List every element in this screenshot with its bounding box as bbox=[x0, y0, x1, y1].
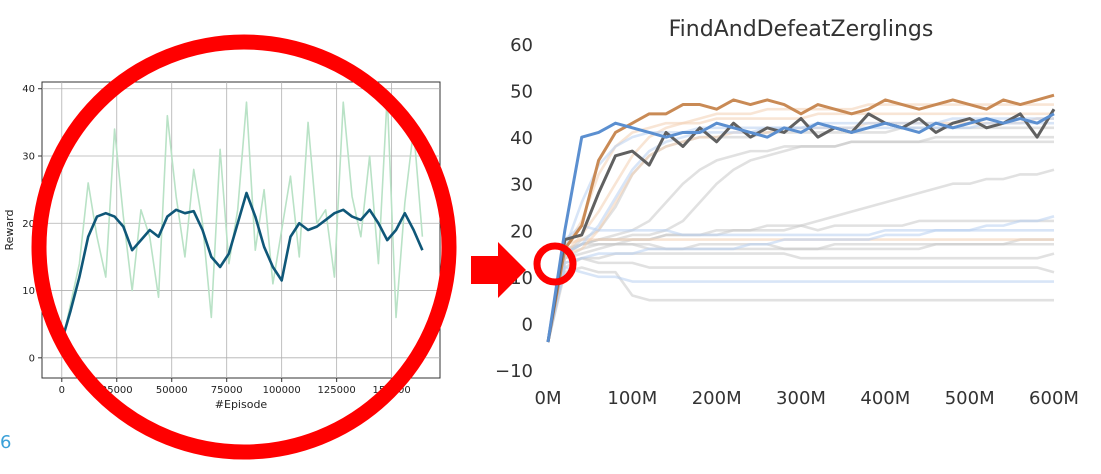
right-faint-run-line bbox=[546, 238, 1054, 343]
right-x-tick-label: 500M bbox=[945, 388, 995, 409]
left-x-tick-label: 0 bbox=[59, 385, 65, 396]
right-x-tick-label: 0M bbox=[535, 388, 562, 409]
right-faint-run-line bbox=[546, 238, 1054, 343]
left-y-tick-label: 40 bbox=[22, 84, 35, 95]
right-faint-series bbox=[546, 103, 1055, 343]
right-faint-run-line bbox=[546, 242, 1054, 343]
right-highlight-run-line bbox=[546, 108, 1056, 343]
left-x-axis-label: #Episode bbox=[215, 398, 268, 411]
large-red-highlight-circle bbox=[31, 34, 457, 460]
left-reward-chart: 0 25000 50000 75000 100000 125000 150000 01020… bbox=[3, 81, 441, 411]
right-x-tick-label: 600M bbox=[1029, 388, 1079, 409]
left-y-tick-label: 30 bbox=[22, 152, 35, 163]
right-x-ticks: 0M 100M 200M 300M 400M 500M 600M bbox=[535, 388, 1079, 409]
left-raw-series bbox=[61, 94, 424, 345]
left-y-axis-label: Reward bbox=[3, 210, 16, 251]
left-x-tick-label: 50000 bbox=[156, 385, 188, 396]
right-chart-title: FindAndDefeatZerglings bbox=[669, 17, 934, 42]
right-y-tick-label: 60 bbox=[510, 35, 533, 56]
right-highlight-run-line bbox=[546, 112, 1055, 343]
right-highlight-series bbox=[546, 93, 1056, 343]
left-y-tick-label: 20 bbox=[22, 219, 35, 230]
right-x-tick-label: 400M bbox=[860, 388, 910, 409]
left-x-tick-label: 25000 bbox=[101, 385, 133, 396]
right-highlight-run-line bbox=[546, 93, 1055, 343]
right-x-tick-label: 100M bbox=[607, 388, 657, 409]
right-y-tick-label: 30 bbox=[510, 175, 533, 196]
left-smoothed-reward-line bbox=[60, 191, 424, 342]
left-y-tick-label: 10 bbox=[22, 286, 35, 297]
left-smoothed-series bbox=[60, 191, 424, 342]
red-arrow-icon bbox=[471, 242, 526, 298]
left-x-ticks: 0 25000 50000 75000 100000 125000 150000 bbox=[59, 378, 411, 396]
right-y-tick-label: 0 bbox=[522, 314, 533, 335]
right-x-tick-label: 200M bbox=[692, 388, 742, 409]
left-x-tick-label: 100000 bbox=[263, 385, 301, 396]
right-faint-run-line bbox=[546, 256, 1055, 343]
left-x-tick-label: 125000 bbox=[318, 385, 356, 396]
right-faint-run-line bbox=[546, 266, 1054, 343]
right-faint-run-line bbox=[546, 215, 1055, 343]
left-raw-reward-line bbox=[61, 94, 424, 345]
small-red-highlight-circle bbox=[533, 242, 577, 286]
right-y-tick-label: 50 bbox=[510, 82, 533, 103]
right-faint-run-line bbox=[546, 266, 1054, 343]
right-faint-run-line bbox=[546, 168, 1055, 343]
left-x-tick-label: 75000 bbox=[211, 385, 243, 396]
right-y-tick-label: 20 bbox=[510, 221, 533, 242]
right-y-tick-label: −10 bbox=[495, 361, 533, 382]
right-x-tick-label: 300M bbox=[776, 388, 826, 409]
annotations bbox=[31, 34, 577, 460]
left-y-tick-label: 0 bbox=[29, 353, 35, 364]
right-findanddefeatzerglings-chart: FindAndDefeatZerglings 0M 100M 200M 300M 400… bbox=[495, 17, 1079, 409]
corner-page-mark: 6 bbox=[0, 432, 12, 453]
right-y-tick-label: 40 bbox=[510, 128, 533, 149]
